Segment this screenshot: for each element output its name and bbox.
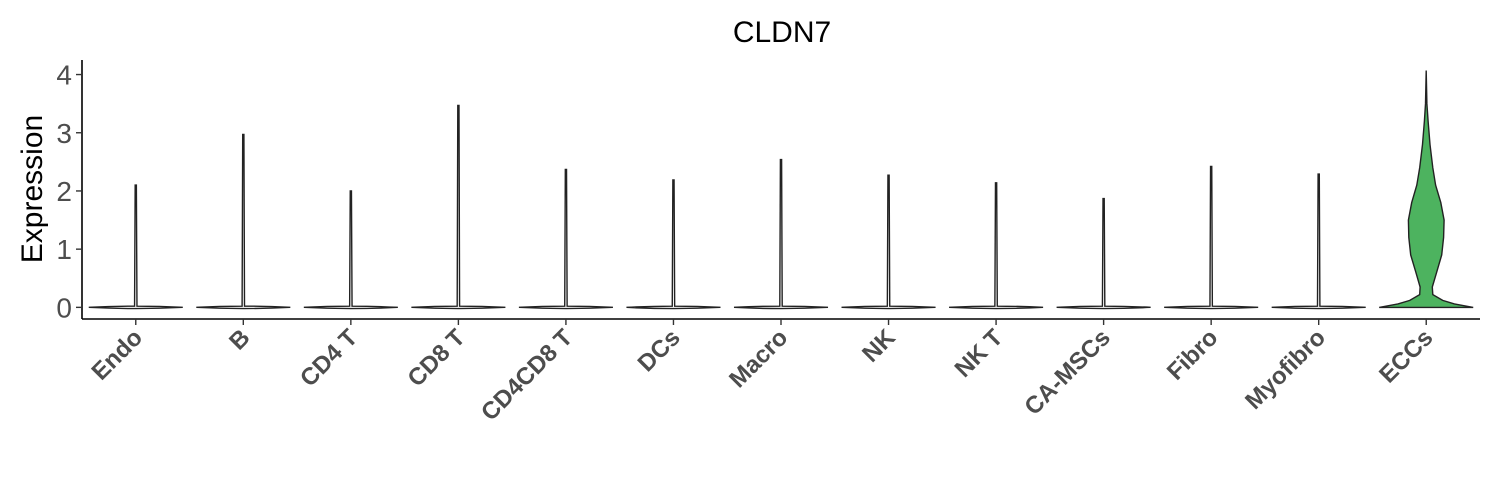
violin-eccs xyxy=(1379,70,1474,309)
y-tick-label: 4 xyxy=(56,60,72,91)
x-tick-label: ECCs xyxy=(1374,324,1438,388)
x-tick-label: NK xyxy=(857,324,901,368)
violin-nk-t xyxy=(949,182,1044,310)
violin-b xyxy=(196,133,291,310)
violin-endo xyxy=(88,184,183,310)
x-tick-label: Myofibro xyxy=(1240,324,1331,415)
x-tick-label: B xyxy=(224,324,255,355)
violin-cd4-t xyxy=(303,190,398,310)
violin-ca-mscs xyxy=(1056,197,1151,310)
chart-title: CLDN7 xyxy=(733,16,831,49)
x-tick-label: Macro xyxy=(724,324,793,393)
violin-dcs xyxy=(626,179,721,310)
x-tick-label: CD4CD8 T xyxy=(476,324,578,426)
x-tick-label: CD4 T xyxy=(295,324,363,392)
x-tick-label: NK T xyxy=(950,324,1009,383)
y-axis: 0 1 2 3 4 xyxy=(56,60,83,323)
y-tick-label: 3 xyxy=(56,118,72,149)
violin-cd8-t xyxy=(411,104,506,310)
violin-group xyxy=(88,70,1474,310)
x-axis: Endo B CD4 T CD8 T CD4CD8 T DCs Macro NK NK T CA-… xyxy=(82,318,1480,426)
x-tick-label: DCs xyxy=(633,324,686,377)
violin-macro xyxy=(733,158,829,310)
y-tick-label: 0 xyxy=(56,292,72,323)
violin-cd4cd8-t xyxy=(518,168,613,310)
y-axis-label: Expression xyxy=(16,115,49,263)
y-tick-label: 2 xyxy=(56,176,72,207)
x-tick-label: Fibro xyxy=(1162,324,1224,386)
x-tick-label: CA-MSCs xyxy=(1019,324,1115,420)
violin-fibro xyxy=(1164,165,1259,310)
x-tick-label: Endo xyxy=(86,324,148,386)
y-tick-label: 1 xyxy=(56,234,72,265)
violin-myofibro xyxy=(1271,173,1366,310)
x-tick-label: CD8 T xyxy=(403,324,471,392)
violin-nk xyxy=(841,174,936,310)
